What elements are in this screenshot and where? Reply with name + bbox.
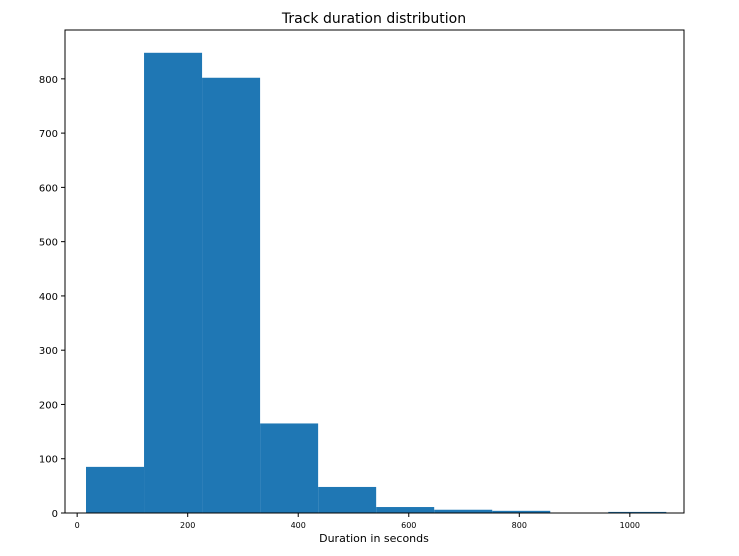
chart-title: Track duration distribution [281,11,466,27]
x-tick-label: 1000 [620,521,640,530]
y-tick-label: 300 [39,346,58,357]
histogram-bar-4 [260,423,319,513]
y-tick-label: 800 [39,75,58,86]
plot-frame [64,29,685,514]
y-tick-label: 600 [39,183,58,194]
histogram-bar-2 [144,52,203,513]
y-tick-label: 700 [39,129,58,140]
histogram-bar-1 [86,466,145,513]
x-tick-label: 800 [512,521,527,530]
histogram-bar-5 [318,486,377,513]
histogram-bar-6 [376,507,435,513]
x-axis-label: Duration in seconds [319,532,429,545]
x-tick-label: 0 [75,521,80,530]
y-tick-label: 0 [52,509,58,520]
x-tick-label: 200 [180,521,195,530]
histogram-bar-8 [492,510,551,513]
bars-group [86,52,667,514]
y-tick-label: 200 [39,400,58,411]
histogram-bar-7 [434,509,493,513]
y-tick-label: 500 [39,238,58,249]
x-tick-label: 400 [291,521,306,530]
y-tick-label: 100 [39,455,58,466]
histogram-bar-3 [202,77,261,514]
histogram-bar-10 [608,511,667,513]
y-axis: 0 100 200 300 400 500 600 700 800 [39,75,65,520]
x-axis: 0 200 400 600 800 1000 [75,513,640,530]
y-tick-label: 400 [39,292,58,303]
x-tick-label: 600 [401,521,416,530]
